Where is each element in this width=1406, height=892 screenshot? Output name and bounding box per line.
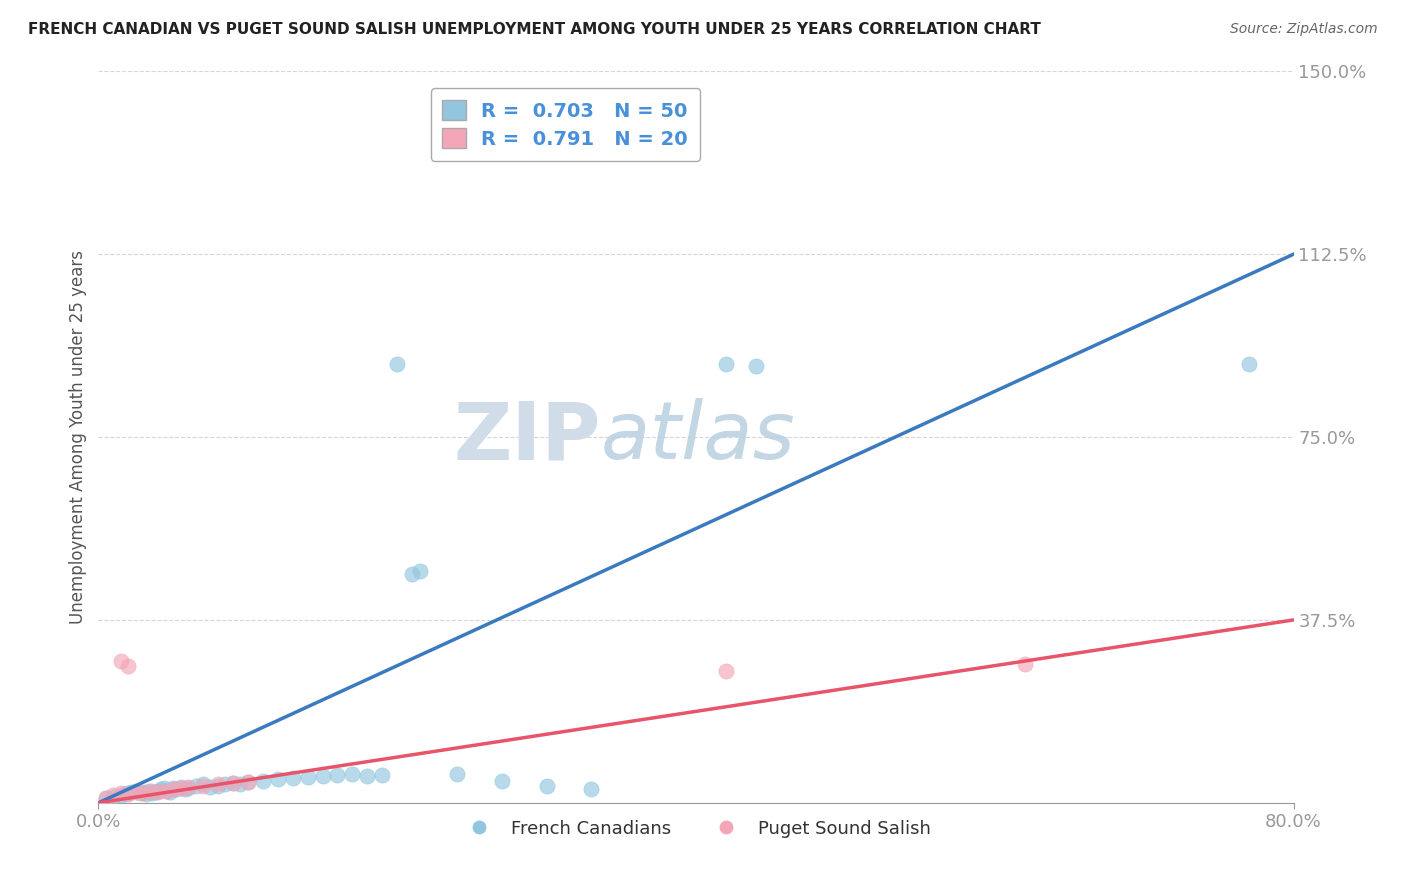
Point [169,781,191,796]
Point [229,777,252,791]
Point [110,789,132,803]
Point [143,785,166,799]
Point [103,789,125,804]
Point [191,777,214,791]
Point [491,773,513,788]
Point [297,771,319,785]
Point [385,357,409,371]
Point [281,772,304,786]
Point [207,777,229,791]
Point [125,785,148,799]
Point [371,767,394,781]
Point [714,664,737,678]
Point [207,779,229,793]
Point [267,772,290,787]
Point [94,791,117,805]
Point [714,357,737,371]
Point [236,775,259,789]
Point [200,780,222,795]
Point [110,786,132,800]
Point [174,782,197,797]
Point [184,779,207,793]
Point [117,659,139,673]
Point [446,766,468,780]
Point [401,566,423,581]
Point [177,780,200,795]
Point [110,654,132,668]
Point [125,783,148,797]
Point [191,779,214,793]
Point [745,359,768,374]
Point [132,786,155,800]
Point [155,783,177,797]
Point [162,782,184,797]
Point [1014,657,1036,671]
Point [148,785,170,799]
Point [139,783,162,797]
Point [214,777,236,791]
Point [162,781,184,796]
Point [581,782,603,797]
Point [356,769,378,783]
Point [252,773,274,788]
Point [236,775,259,789]
Point [120,785,142,799]
Point [408,564,430,578]
Point [311,769,333,783]
Point [536,779,558,793]
Point [141,786,163,800]
Point [159,785,181,799]
Point [148,783,170,797]
Point [150,782,173,797]
Point [117,787,139,801]
Point [129,786,152,800]
Y-axis label: Unemployment Among Youth under 25 years: Unemployment Among Youth under 25 years [69,250,87,624]
Legend: French Canadians, Puget Sound Salish: French Canadians, Puget Sound Salish [454,813,938,845]
Text: ZIP: ZIP [453,398,600,476]
Point [169,780,191,795]
Text: FRENCH CANADIAN VS PUGET SOUND SALISH UNEMPLOYMENT AMONG YOUTH UNDER 25 YEARS CO: FRENCH CANADIAN VS PUGET SOUND SALISH UN… [28,22,1040,37]
Point [94,791,117,805]
Point [103,789,125,803]
Point [114,787,136,801]
Point [342,766,364,780]
Point [117,786,139,800]
Text: Source: ZipAtlas.com: Source: ZipAtlas.com [1230,22,1378,37]
Point [138,783,160,797]
Text: atlas: atlas [600,398,796,476]
Point [165,782,187,797]
Point [222,776,245,790]
Point [132,785,155,799]
Point [222,776,245,790]
Point [156,783,179,797]
Point [153,781,176,796]
Point [135,787,157,801]
Point [177,781,200,796]
Point [1237,357,1260,371]
Point [326,767,349,781]
